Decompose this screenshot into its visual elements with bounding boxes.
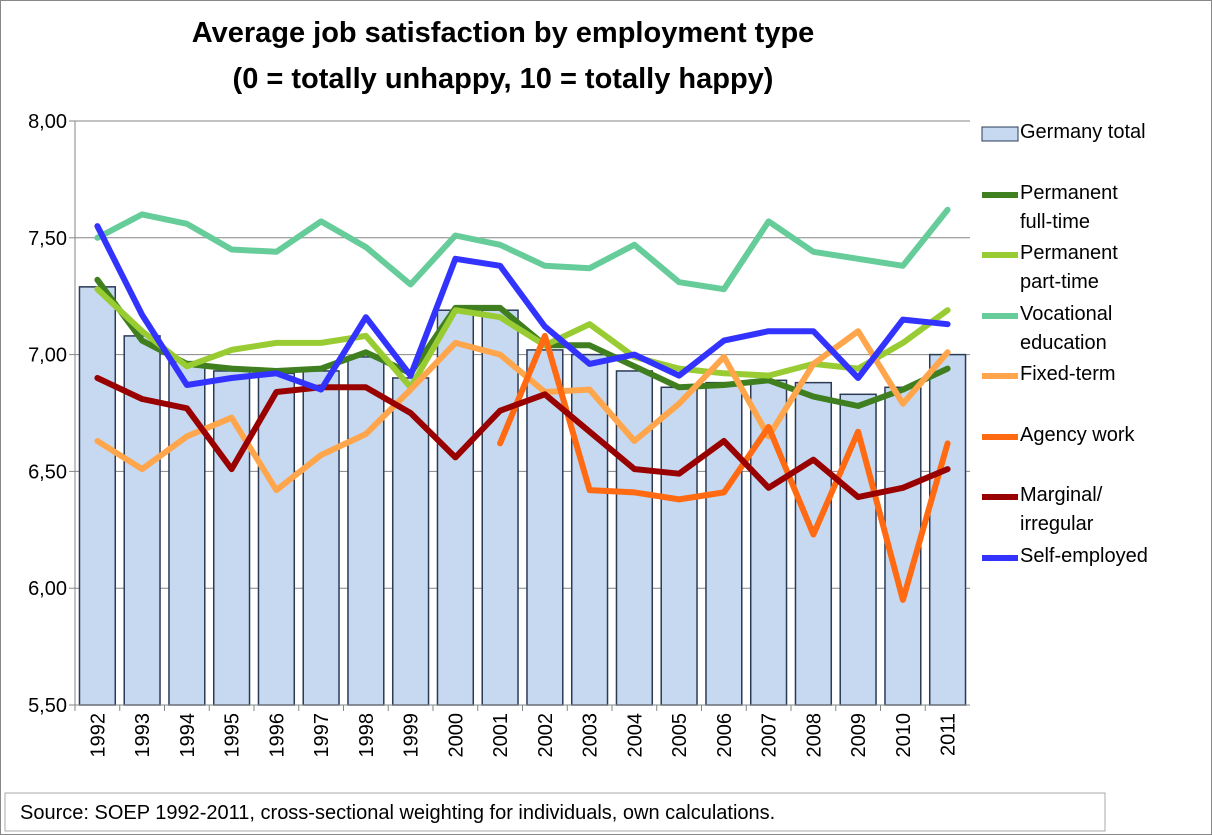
legend-swatch — [982, 494, 1018, 500]
bar — [526, 349, 564, 706]
legend-item: Permanent full-time — [980, 179, 1205, 240]
x-tick-label: 1992 — [87, 713, 109, 758]
x-tick-label: 2007 — [759, 713, 781, 758]
line-series — [497, 332, 951, 603]
bar — [78, 286, 117, 706]
legend: Germany total Permanent full-time Permanen… — [980, 118, 1205, 602]
bar — [212, 370, 251, 706]
x-tick-label: 1999 — [401, 713, 423, 758]
x-tick-label: 1996 — [266, 713, 288, 758]
bar — [570, 353, 609, 706]
x-tick-label: 2005 — [669, 713, 691, 758]
line-series — [94, 375, 951, 501]
legend-swatch — [982, 433, 1018, 440]
x-tick-label: 2011 — [938, 713, 960, 756]
legend-label: Permanent full-time — [1020, 181, 1118, 233]
legend-label: Fixed-term — [1020, 363, 1116, 385]
source-box — [4, 792, 1106, 832]
x-tick-label: 2010 — [893, 713, 915, 758]
legend-label: Self-employed — [1020, 544, 1148, 567]
legend-label: Agency work — [1020, 423, 1135, 446]
legend-swatch — [982, 312, 1018, 319]
legend-item: Fixed-term — [980, 360, 1205, 421]
source-note: Source: SOEP 1992-2011, cross-sectional … — [20, 802, 775, 824]
bar — [436, 309, 475, 706]
line-series — [94, 276, 951, 409]
bar — [794, 381, 833, 706]
x-tick-label: 2002 — [535, 713, 557, 758]
legend-label: Vocational education — [1020, 302, 1113, 354]
bar — [347, 356, 385, 706]
y-tick-label: 5,50 — [28, 695, 67, 717]
y-tick-label: 7,00 — [28, 345, 67, 367]
legend-item: Agency work — [980, 421, 1205, 482]
x-tick-label: 2008 — [803, 713, 825, 758]
y-tick-label: 6,00 — [28, 578, 67, 600]
legend-swatch-bar — [981, 126, 1019, 142]
legend-swatch — [982, 373, 1018, 379]
legend-label: Permanent part-time — [1020, 242, 1118, 293]
x-tick-label: 2003 — [580, 713, 602, 758]
x-tick-label: 1998 — [356, 713, 378, 758]
x-tick-label: 2001 — [490, 713, 512, 758]
legend-swatch — [981, 126, 1019, 142]
x-tick-label: 1997 — [311, 713, 333, 758]
legend-label: Germany total — [1020, 121, 1146, 143]
legend-item: Permanent part-time — [980, 239, 1205, 300]
chart-title: Average job satisfaction by employment t… — [192, 17, 815, 49]
y-tick-label: 6,50 — [28, 461, 67, 483]
x-tick-label: 2000 — [445, 713, 467, 758]
bar — [839, 393, 877, 706]
bar — [660, 386, 698, 706]
x-tick-label: 1994 — [177, 713, 199, 758]
bar — [615, 370, 654, 706]
legend-swatch — [982, 554, 1018, 561]
x-tick-label: 1995 — [222, 713, 244, 758]
y-tick-label: 8,00 — [28, 111, 67, 133]
bar — [928, 353, 967, 706]
bar — [257, 372, 296, 706]
x-tick-label: 1993 — [132, 713, 154, 758]
line-series — [94, 206, 951, 293]
line-series — [94, 328, 951, 494]
x-tick-label: 2006 — [714, 713, 736, 758]
x-tick-label: 2004 — [624, 713, 646, 758]
bar — [481, 309, 519, 706]
bar — [302, 370, 340, 706]
legend-label: Marginal/ irregular — [1020, 484, 1103, 535]
legend-item: Vocational education — [980, 300, 1205, 361]
bar — [705, 381, 743, 706]
y-tick-label: 7,50 — [28, 228, 67, 250]
line-series — [94, 223, 951, 393]
chart-subtitle: (0 = totally unhappy, 10 = totally happy… — [233, 63, 774, 95]
legend-item: Germany total — [980, 118, 1205, 179]
x-tick-label: 2009 — [848, 713, 870, 758]
line-series — [94, 286, 951, 391]
bar — [168, 360, 206, 706]
legend-item: Self-employed — [980, 542, 1205, 603]
legend-swatch — [982, 252, 1018, 258]
legend-swatch — [982, 191, 1018, 198]
legend-item: Marginal/ irregular — [980, 481, 1205, 542]
